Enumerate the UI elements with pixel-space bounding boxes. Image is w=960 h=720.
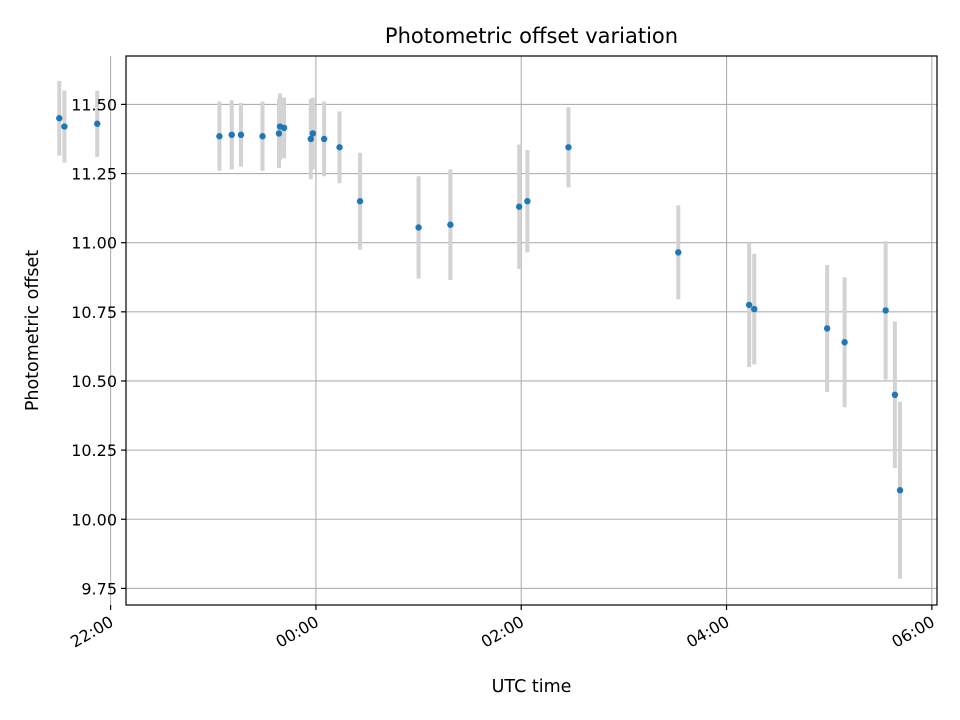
grid	[110, 56, 937, 605]
x-tick-label: 22:00	[67, 612, 116, 652]
y-tick-label: 11.00	[71, 234, 117, 253]
y-tick-label: 9.75	[81, 579, 117, 598]
data-point	[56, 115, 63, 122]
y-tick-label: 10.75	[71, 303, 117, 322]
data-point	[751, 305, 758, 313]
data-point	[891, 391, 899, 399]
data-point	[307, 135, 314, 143]
x-tick-label: 06:00	[888, 612, 937, 652]
data-point	[94, 120, 101, 127]
data-point	[309, 130, 317, 137]
data-point	[336, 144, 343, 151]
data-point	[745, 301, 753, 309]
chart-title: Photometric offset variation	[385, 24, 678, 48]
data-point	[823, 325, 831, 332]
x-tick-label: 02:00	[478, 612, 527, 652]
data-point	[216, 133, 223, 140]
error-bars	[57, 80, 903, 579]
data-point	[259, 133, 266, 140]
x-tick-label: 00:00	[272, 612, 321, 652]
data-point	[841, 339, 848, 346]
data-point	[228, 131, 235, 139]
data-point	[515, 203, 523, 210]
x-axis-title: UTC time	[492, 677, 572, 697]
data-point	[565, 144, 572, 151]
data-point	[675, 249, 682, 256]
data-point	[61, 123, 68, 130]
y-axis-title: Photometric offset	[23, 250, 43, 411]
data-point	[356, 198, 364, 205]
data-point	[237, 131, 245, 139]
data-point	[320, 135, 328, 143]
data-point	[896, 487, 904, 494]
x-tick-label: 04:00	[683, 612, 732, 652]
data-point	[280, 124, 288, 132]
axis-ticks: 9.75 10.00 10.25 10.50 10.75 11.00 11.25 11.50 2…	[67, 95, 938, 652]
y-tick-label: 10.00	[71, 510, 117, 529]
y-tick-label: 10.50	[71, 372, 117, 391]
data-point	[447, 221, 454, 228]
plot-frame	[125, 55, 938, 606]
y-tick-label: 10.25	[71, 441, 117, 460]
data-point	[882, 307, 889, 314]
data-point	[524, 198, 531, 205]
data-point	[275, 130, 283, 137]
y-tick-label: 11.50	[71, 95, 117, 114]
data-point	[415, 224, 422, 231]
y-tick-label: 11.25	[71, 165, 117, 184]
data-points	[56, 115, 904, 494]
